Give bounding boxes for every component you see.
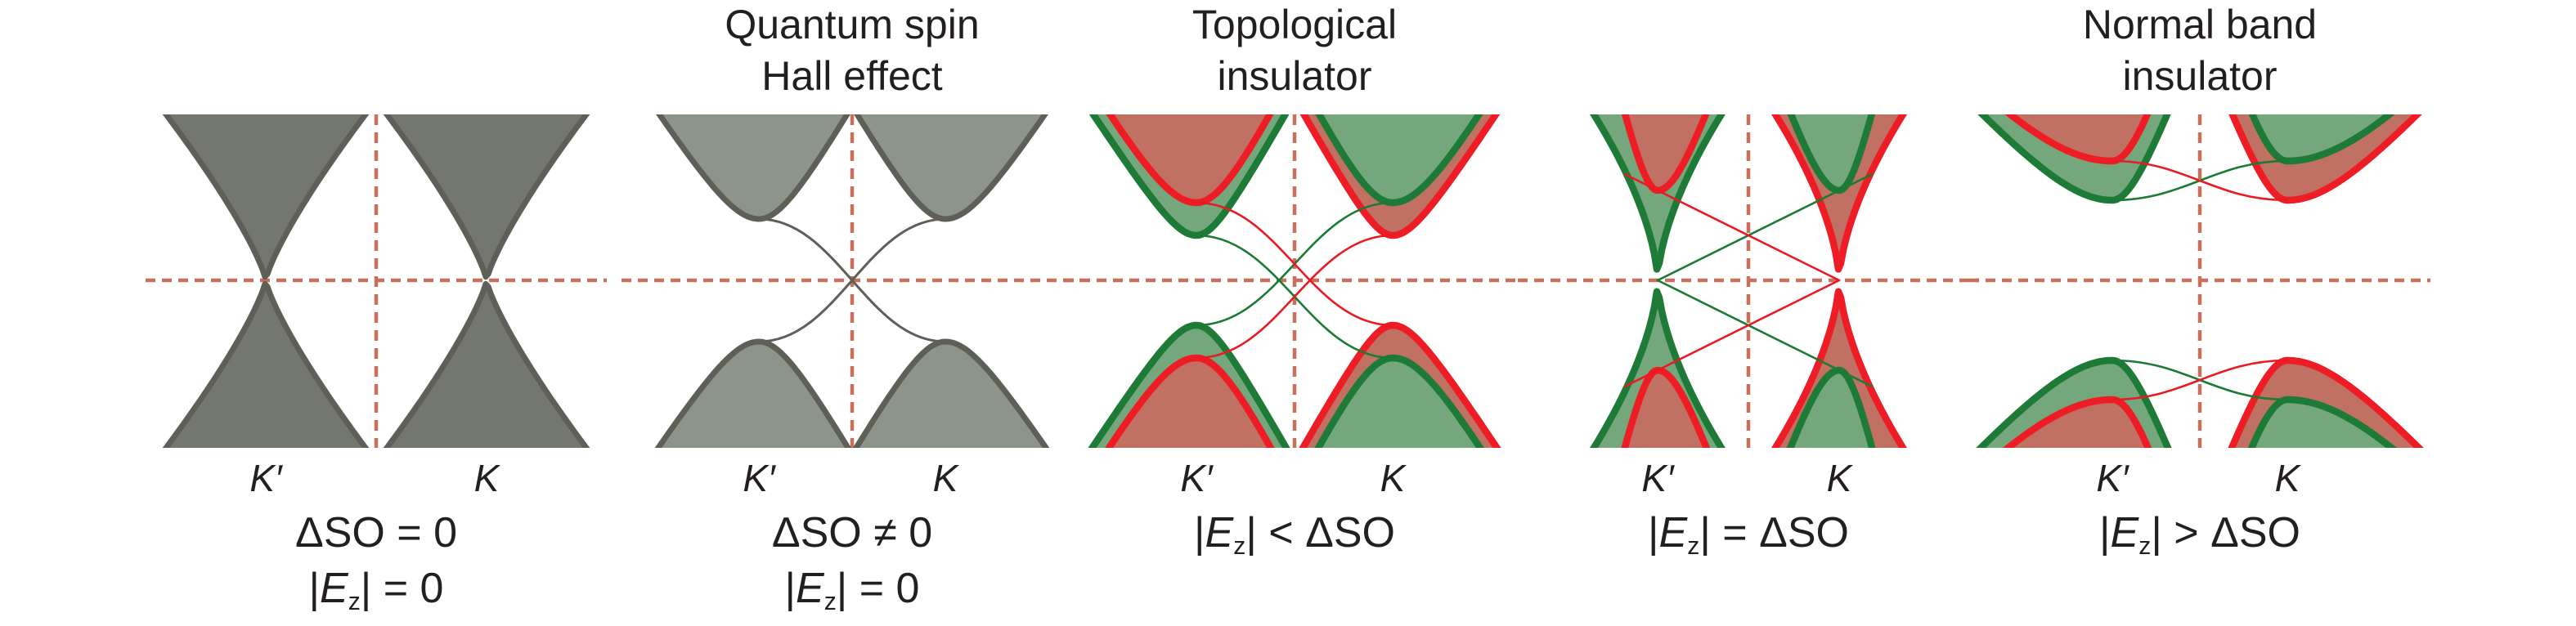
panel-quantum-spin-hall: Quantum spin Hall effect K′ K ΔSO ≠ 0 |Ez| = … [615,0,1089,626]
condition-text-segment: E [1205,509,1234,557]
condition-text-segment: | = 0 [836,565,920,612]
panel-topological-insulator: Topological insulator K′ K |Ez| < ΔSO [1057,0,1532,626]
condition-text-segment: z [1233,533,1246,561]
k-point-label: K [1826,457,1852,499]
valence-band-fill [166,284,366,448]
condition-text: |Ez| > ΔSO [1963,510,2437,570]
condition-text-segment: z [348,588,361,616]
k-point-label: K [1380,457,1406,499]
k-prime-point-label: K′ [1641,457,1674,499]
panel-title-line: insulator [1217,53,1372,99]
condition-text-segment: | < ΔSO [1245,509,1395,557]
k-point-label: K [2274,457,2300,499]
condition-text: ΔSO = 0 [139,510,613,556]
condition-text-segment: z [1687,533,1700,561]
valence-band-edge [1770,288,1908,448]
condition-text-segment: | [308,565,321,612]
conduction-band-fill [387,114,586,277]
panel-title-line: insulator [2122,53,2278,99]
conduction-band-edge [162,114,370,280]
conduction-band-fill [857,114,1045,219]
valence-band-edge [383,280,590,448]
band-structure-plot [146,114,607,448]
condition-text-segment: z [2138,533,2152,561]
valence-band-fill [1109,358,1271,448]
k-point-label: K [932,457,958,499]
condition-text-segment: ΔSO ≠ 0 [771,509,933,557]
conduction-band-fill [2252,114,2390,161]
band-structure-plot [622,114,1083,448]
gray-dark-band [162,114,370,448]
band-structure-plot [1518,114,1979,448]
valence-band-fill [856,342,1047,448]
condition-text-segment: ΔSO = 0 [294,509,458,557]
edge-state-line-red [2111,159,2289,202]
edge-state-line-red [1195,201,1394,327]
edge-state-line-red [1623,172,1841,282]
valence-band-fill [387,284,586,448]
conduction-band-fill [2010,114,2147,161]
gray-dark-band [383,114,590,448]
condition-text: |Ez| = 0 [615,566,1089,625]
conduction-band-edge [1589,114,1726,273]
panel-phase-transition: K′ K |Ez| = ΔSO [1511,0,1986,626]
condition-text: |Ez| = 0 [139,566,613,625]
condition-text-segment: | > ΔSO [2151,509,2300,557]
edge-state-line-red [1623,279,1841,388]
edge-state-line-red [1195,234,1394,360]
condition-text-segment: | [2099,509,2111,557]
conduction-band-fill [166,114,366,277]
condition-text: ΔSO ≠ 0 [615,510,1089,556]
panel-dirac-semimetal: K′ K ΔSO = 0 |Ez| = 0 [139,0,613,626]
conduction-band-edge [1770,114,1908,273]
condition-text-segment: z [824,588,837,616]
band-structure-plot [1969,114,2430,448]
condition-text: |Ez| = ΔSO [1511,510,1986,570]
valence-band-fill [2008,400,2148,448]
panel-normal-band-insulator: Normal band insulator K′ K |Ez| > ΔSO [1963,0,2437,626]
edge-state-line-red [2111,359,2289,401]
panel-title-line: Hall effect [761,53,943,99]
valence-band-fill [1318,358,1480,448]
condition-text-segment: | = ΔSO [1699,509,1849,557]
condition-text-segment: | [1194,509,1205,557]
condition-text-segment: E [1658,509,1688,557]
edge-state-line-gray [757,217,947,343]
condition-text-segment: | [1648,509,1659,557]
conduction-band-fill [1319,114,1479,203]
condition-text-segment: | = 0 [360,565,444,612]
panel-title-line: Quantum spin [725,2,980,47]
k-prime-point-label: K′ [249,457,282,499]
condition-text-segment: E [796,565,824,612]
conduction-band-edge [383,114,590,280]
conduction-band-fill [659,114,847,219]
k-prime-point-label: K′ [2096,457,2129,499]
edge-state-line-green [1656,279,1874,388]
k-point-label: K [473,457,500,499]
k-prime-point-label: K′ [1180,457,1213,499]
condition-text: |Ez| < ΔSO [1057,510,1532,570]
panel-title-line: Topological [1192,2,1398,47]
conduction-band-fill [1110,114,1270,203]
valence-band-fill [657,342,849,448]
k-prime-point-label: K′ [743,457,775,499]
valence-band-edge [162,280,370,448]
band-structure-plot [1064,114,1525,448]
condition-text-segment: | [784,565,797,612]
condition-text-segment: E [320,565,348,612]
condition-text-segment: E [2110,509,2139,557]
valence-band-edge [1589,288,1726,448]
panel-title-line: Normal band [2082,2,2318,47]
edge-state-line-green [1656,172,1874,282]
valence-band-fill [2251,400,2392,448]
